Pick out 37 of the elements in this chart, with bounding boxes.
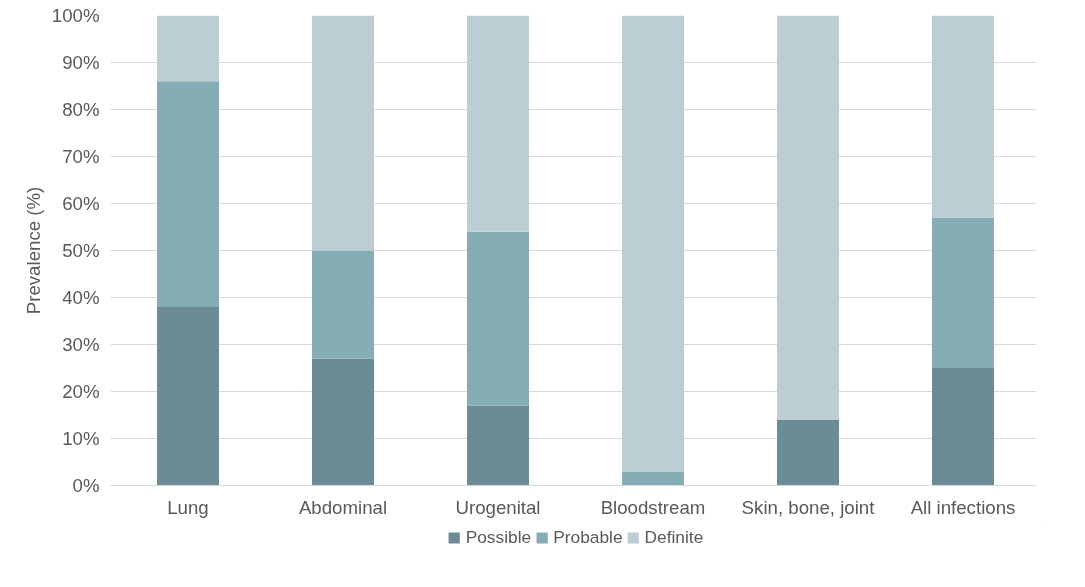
- x-tick-label: Skin, bone, joint: [741, 496, 876, 518]
- legend-label: Definite: [644, 526, 704, 548]
- y-tick-label: 90%: [62, 52, 100, 73]
- bar: [467, 15, 529, 232]
- bar: [932, 15, 994, 218]
- y-tick-label: 70%: [62, 146, 100, 167]
- bar: [622, 15, 684, 472]
- y-tick-label: 50%: [62, 240, 100, 261]
- bar: [312, 15, 374, 251]
- x-tick-label: Urogenital: [455, 496, 541, 518]
- bar: [312, 250, 374, 359]
- y-tick-label: 10%: [62, 428, 100, 449]
- bar: [467, 231, 529, 406]
- y-tick-label: 20%: [62, 381, 100, 402]
- bar: [157, 15, 219, 82]
- y-tick-label: 0%: [72, 475, 100, 496]
- x-tick-label: Abdominal: [298, 496, 388, 518]
- y-tick-label: 80%: [62, 99, 100, 120]
- bar: [932, 217, 994, 368]
- bar: [312, 358, 374, 486]
- bar: [932, 368, 994, 486]
- y-tick-label: 30%: [62, 334, 100, 355]
- y-tick-label: 100%: [51, 5, 100, 26]
- bar: [622, 471, 684, 486]
- bar: [467, 405, 529, 486]
- bar: [777, 419, 839, 486]
- y-tick-label: 60%: [62, 193, 100, 214]
- bar: [157, 306, 219, 486]
- legend-label: Possible: [465, 526, 532, 548]
- x-tick-label: Lung: [167, 496, 209, 518]
- y-tick-label: 40%: [62, 287, 100, 308]
- bar: [157, 81, 219, 307]
- bar: [777, 15, 839, 420]
- legend-label: Probable: [553, 526, 623, 548]
- x-tick-label: All infections: [910, 496, 1016, 518]
- y-axis-title: Prevalence (%): [22, 186, 44, 315]
- x-tick-label: Bloodstream: [600, 496, 706, 518]
